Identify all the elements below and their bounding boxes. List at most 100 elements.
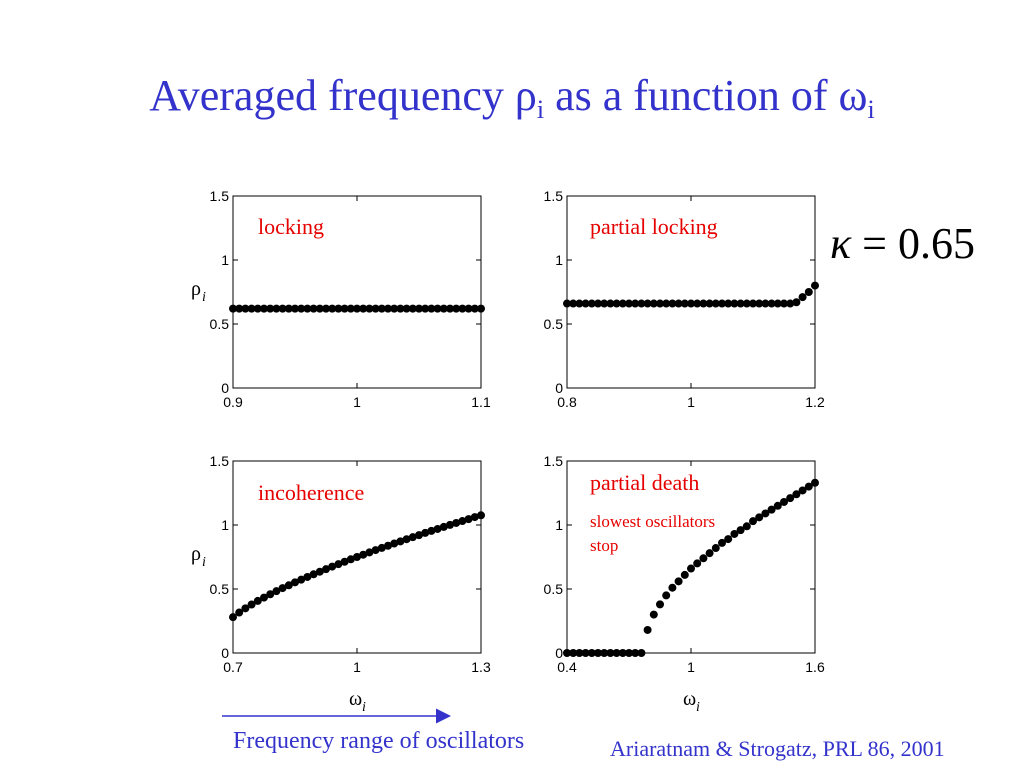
panel-2-data-point (687, 299, 695, 308)
panel-4-data-point (742, 522, 751, 531)
panel-4-data-point (680, 570, 689, 579)
panel-2-data-point (724, 299, 733, 308)
panel-1-data-point (408, 304, 417, 313)
panel-3-data-point (284, 581, 293, 590)
panel-4-data-point (594, 649, 602, 657)
panel-3-data-point (266, 590, 275, 599)
panel-4-data-point (612, 649, 621, 657)
panel-2-data-point (767, 299, 776, 308)
panel-2-data-point (600, 299, 609, 308)
panel-4-data-point (637, 649, 646, 657)
panel-4-data-point (718, 538, 726, 547)
panel-3-data-point (427, 526, 436, 535)
panel-2-xtick-label: 0.8 (557, 394, 577, 410)
panel-3-data-point (322, 565, 330, 574)
panel-4-data-point (569, 649, 578, 657)
panel-4-data-point (643, 625, 652, 634)
panel-2-data-point (711, 299, 720, 308)
panel-3-data-point (315, 567, 324, 576)
panel-4-data-point (656, 600, 664, 609)
panel-3-data-point (371, 546, 380, 555)
panel-1-ylabel-sub: i (202, 290, 206, 305)
panel-4-data-point (804, 482, 813, 491)
title-sub-1: i (536, 95, 545, 124)
panel-3-data-point (377, 543, 386, 552)
panel-3-ytick-label: 0 (221, 645, 229, 661)
panel-3-data-point (415, 531, 423, 540)
panel-1-data-point (359, 304, 368, 313)
panel-1-data-point (353, 304, 361, 313)
panel-1-ytick-label: 0.5 (210, 316, 230, 332)
panel-3-data-point (359, 550, 368, 559)
panel-1-data-point (452, 304, 461, 313)
panel-1-data-point (421, 304, 430, 313)
panel-4-xlabel: ω (683, 688, 696, 710)
panel-1-data-point (229, 304, 237, 313)
panel-3-data-point (396, 537, 405, 546)
panel-3-data-point (402, 535, 411, 544)
panel-2-data-point (606, 299, 615, 308)
panel-3-ytick-label: 0.5 (210, 581, 230, 597)
panel-1-data-point (458, 304, 467, 313)
label-locking: locking (258, 214, 324, 239)
panel-2-data-point (674, 299, 683, 308)
panel-4-ytick-label: 1 (555, 517, 563, 533)
panel-2-data-point (680, 299, 689, 308)
panel-1-data-point (477, 304, 485, 313)
panel-3-data-point (241, 604, 250, 613)
panel-2-data-point (792, 298, 801, 307)
panel-1-data-point (241, 304, 250, 313)
panel-1-data-point (291, 304, 299, 313)
panel-2-xtick-label: 1 (687, 394, 695, 410)
title-middle: as a function of ω (544, 71, 868, 120)
panel-2-ytick-label: 0.5 (544, 316, 564, 332)
panel-4-data-point (724, 535, 733, 544)
panel-4-data-point (618, 649, 627, 657)
panel-4-data-point (749, 517, 757, 526)
panel-3-data-point (291, 578, 299, 587)
panel-2-data-point (656, 299, 664, 308)
panel-2-data-point (730, 299, 739, 308)
panel-3-xlabel: ω (349, 688, 362, 710)
panel-3-data-point (408, 533, 417, 542)
panel-2-data-point (643, 299, 652, 308)
kappa-symbol: κ (830, 219, 852, 268)
panel-1-data-point (253, 304, 262, 313)
panel-4-data-point (649, 610, 658, 619)
panel-1-ytick-label: 1.5 (210, 188, 230, 204)
panel-2-data-point (798, 293, 807, 302)
panel-3-xtick-label: 0.7 (223, 659, 243, 675)
panel-2-data-point (780, 299, 788, 308)
panel-2-xtick-label: 1.2 (805, 394, 825, 410)
label-incoherence: incoherence (258, 480, 365, 505)
panel-2-data-point (649, 299, 658, 308)
panel-3-data-point (303, 572, 312, 581)
panel-4-data-point (773, 501, 782, 510)
panel-3-data-point (353, 553, 361, 561)
panel-3-data-point (229, 613, 237, 622)
panel-2-data-point (718, 299, 726, 308)
panel-4-data-point (575, 649, 584, 657)
panel-2-data-point (693, 299, 702, 308)
panel-4-data-point (711, 544, 720, 553)
panel-3-data-point (328, 562, 337, 571)
panel-2-data-point (699, 299, 708, 308)
panel-1-data-point (340, 304, 349, 313)
panel-1-data-point (415, 304, 423, 313)
panel-2-data-point (569, 299, 578, 308)
panel-3-data-point (346, 555, 355, 564)
panel-4-data-point (563, 649, 571, 657)
panel-1-data-point (309, 304, 318, 313)
frequency-range-label: Frequency range of oscillators (233, 728, 525, 754)
panel-1-data-point (439, 304, 448, 313)
kappa-equals: = (851, 219, 898, 268)
panel-1-data-point (377, 304, 386, 313)
panel-4-data-point (587, 649, 596, 657)
title-main: Averaged frequency ρ (149, 71, 537, 120)
panel-2-data-point (631, 299, 640, 308)
panel-4-data-point (780, 497, 788, 506)
panel-4-xtick-label: 1 (687, 659, 695, 675)
panel-2-data-point (625, 299, 633, 308)
panel-2-data-point (811, 281, 819, 290)
